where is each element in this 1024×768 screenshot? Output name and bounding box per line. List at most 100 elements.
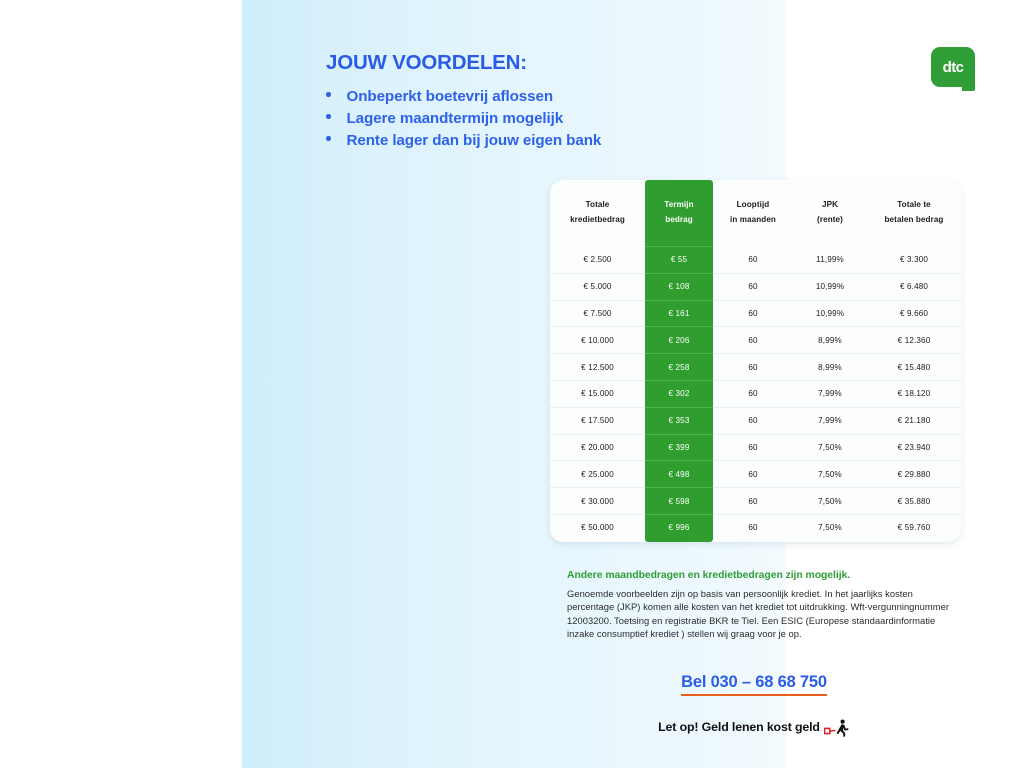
cell-totale-kredietbedrag: € 7.500	[550, 299, 645, 327]
cell-totale-kredietbedrag: € 12.500	[550, 353, 645, 381]
phone-link[interactable]: Bel 030 – 68 68 750	[681, 673, 827, 696]
footer-warning-block: Let op! Geld lenen kost geld	[242, 718, 1024, 737]
cell-jpk: 7,50%	[793, 433, 867, 461]
cell-looptijd: 60	[713, 326, 793, 354]
cell-totale-te-betalen: € 15.480	[867, 353, 961, 381]
phone-block: Bel 030 – 68 68 750	[242, 673, 1024, 696]
list-item: Rente lager dan bij jouw eigen bank	[326, 130, 746, 152]
table-row: € 12.500 € 258 60 8,99% € 15.480	[550, 353, 961, 381]
column-header-termijn-bedrag: Termijn bedrag	[645, 180, 713, 247]
table-row: € 15.000 € 302 60 7,99% € 18.120	[550, 379, 961, 408]
cell-looptijd: 60	[713, 487, 793, 515]
column-header-jpk: JPK (rente)	[793, 180, 867, 247]
table-row: € 30.000 € 598 60 7,50% € 35.880	[550, 487, 961, 515]
cell-termijn-bedrag: € 258	[645, 353, 713, 381]
table-row: € 10.000 € 206 60 8,99% € 12.360	[550, 326, 961, 354]
column-header-looptijd: Looptijd in maanden	[713, 180, 793, 247]
cell-totale-kredietbedrag: € 17.500	[550, 406, 645, 435]
cell-totale-te-betalen: € 21.180	[867, 406, 961, 435]
disclaimer-heading: Andere maandbedragen en kredietbedragen …	[567, 570, 851, 581]
header-line-2: betalen bedrag	[884, 215, 944, 225]
header-line-1: Totale te	[897, 200, 931, 210]
footer-warning-text: Let op! Geld lenen kost geld	[658, 720, 820, 734]
cell-jpk: 7,50%	[793, 460, 867, 488]
table-row: € 50.000 € 996 60 7,50% € 59.760	[550, 513, 961, 541]
bullet-dot-icon	[326, 114, 331, 119]
cell-totale-kredietbedrag: € 5.000	[550, 272, 645, 301]
cell-termijn-bedrag: € 302	[645, 379, 713, 408]
cell-termijn-bedrag: € 598	[645, 487, 713, 515]
cell-jpk: 7,99%	[793, 379, 867, 408]
cell-looptijd: 60	[713, 406, 793, 435]
cell-totale-te-betalen: € 3.300	[899, 255, 929, 265]
running-man-ball-and-chain-icon	[823, 719, 850, 737]
table-row: € 17.500 € 353 60 7,99% € 21.180	[550, 406, 961, 435]
cell-jpk: 11,99%	[816, 255, 844, 265]
header-line-2: kredietbedrag	[570, 215, 625, 225]
cell-totale-kredietbedrag: € 10.000	[550, 326, 645, 354]
cell-jpk: 10,99%	[793, 299, 867, 327]
cell-totale-te-betalen: € 23.940	[867, 433, 961, 461]
header-line-2: (rente)	[817, 215, 843, 225]
column-header-totale-kredietbedrag: Totale kredietbedrag	[550, 180, 645, 247]
rates-table: Totale kredietbedrag Termijn bedrag Loop…	[550, 180, 961, 541]
header-line-2: bedrag	[665, 215, 693, 224]
cell-jpk: 10,99%	[793, 272, 867, 301]
bullet-dot-icon	[326, 92, 331, 97]
benefits-list: Onbeperkt boetevrij aflossen Lagere maan…	[326, 86, 746, 153]
cell-looptijd: 60	[748, 255, 758, 265]
column-header-totale-te-betalen: Totale te betalen bedrag	[867, 180, 961, 247]
cell-totale-te-betalen: € 12.360	[867, 326, 961, 354]
cell-looptijd: 60	[713, 353, 793, 381]
table-row: € 5.000 € 108 60 10,99% € 6.480	[550, 272, 961, 301]
disclaimer-block: Andere maandbedragen en kredietbedragen …	[567, 570, 952, 640]
cell-jpk: 7,50%	[793, 513, 867, 541]
cell-jpk: 8,99%	[793, 353, 867, 381]
table-body: € 2.500 € 55 60 11,99% € 3.300 € 5.000 € 108 60…	[550, 246, 961, 541]
cell-termijn-bedrag: € 161	[645, 299, 713, 327]
cell-totale-kredietbedrag: € 25.000	[550, 460, 645, 488]
cell-totale-te-betalen: € 59.760	[867, 513, 961, 541]
rates-table-card: Totale kredietbedrag Termijn bedrag Loop…	[550, 180, 961, 542]
disclaimer-body: Genoemde voorbeelden zijn op basis van p…	[567, 588, 949, 639]
cell-termijn-bedrag: € 206	[645, 326, 713, 354]
benefit-label: Onbeperkt boetevrij aflossen	[346, 87, 554, 105]
logo-square	[931, 47, 975, 87]
cell-jpk: 7,50%	[793, 487, 867, 515]
cell-termijn-bedrag: € 498	[645, 460, 713, 488]
cell-totale-te-betalen: € 6.480	[867, 272, 961, 301]
table-row: € 25.000 € 498 60 7,50% € 29.880	[550, 460, 961, 488]
cell-termijn-bedrag: € 996	[645, 513, 713, 541]
cell-totale-te-betalen: € 29.880	[867, 460, 961, 488]
cell-jpk: 7,99%	[793, 406, 867, 435]
cell-totale-kredietbedrag: € 15.000	[550, 379, 645, 408]
table-row: € 20.000 € 399 60 7,50% € 23.940	[550, 433, 961, 461]
header-line-1: Looptijd	[736, 200, 770, 210]
cell-looptijd: 60	[713, 433, 793, 461]
cell-totale-kredietbedrag: € 50.000	[550, 513, 645, 541]
header-line-1: Totale	[585, 200, 610, 210]
cell-jpk: 8,99%	[793, 326, 867, 354]
bullet-dot-icon	[326, 136, 331, 141]
cell-looptijd: 60	[713, 299, 793, 327]
header-block: JOUW VOORDELEN: Onbeperkt boetevrij aflo…	[326, 51, 746, 153]
benefit-label: Rente lager dan bij jouw eigen bank	[346, 131, 602, 149]
header-line-2: in maanden	[730, 215, 776, 225]
cell-looptijd: 60	[713, 272, 793, 301]
cell-termijn-bedrag: € 353	[645, 406, 713, 435]
table-row: € 7.500 € 161 60 10,99% € 9.660	[550, 299, 961, 327]
dtc-logo: dtc	[931, 47, 975, 91]
cell-totale-te-betalen: € 9.660	[867, 299, 961, 327]
cell-termijn-bedrag: € 108	[645, 272, 713, 301]
cell-looptijd: 60	[713, 379, 793, 408]
page-title: JOUW VOORDELEN:	[326, 51, 527, 74]
header-line-1: Termijn	[664, 200, 694, 210]
table-header-row: Totale kredietbedrag Termijn bedrag Loop…	[550, 180, 961, 247]
list-item: Onbeperkt boetevrij aflossen	[326, 86, 746, 108]
table-row: € 2.500 € 55 60 11,99% € 3.300	[550, 246, 961, 274]
cell-termijn-bedrag: € 55	[645, 246, 713, 274]
logo-wordmark: dtc	[942, 58, 964, 76]
cell-termijn-bedrag: € 399	[645, 433, 713, 461]
cell-totale-kredietbedrag: € 2.500	[583, 255, 612, 265]
